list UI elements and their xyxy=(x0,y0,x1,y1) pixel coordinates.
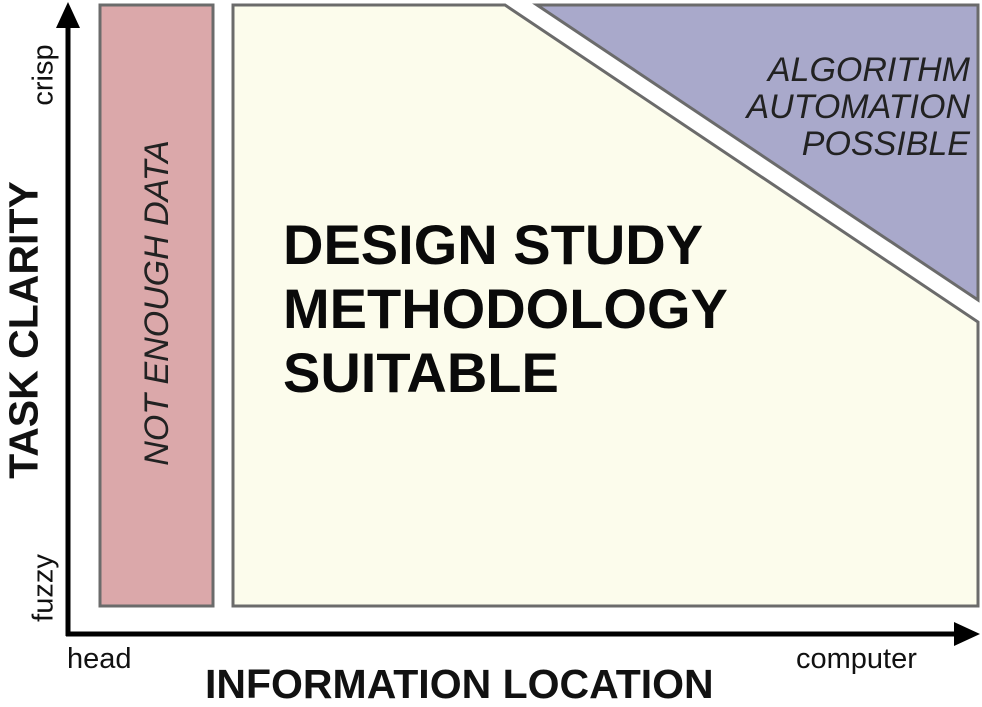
not-enough-data-label: NOT ENOUGH DATA xyxy=(138,140,176,466)
x-axis-arrowhead xyxy=(954,622,980,646)
algorithm-line-1: ALGORITHM xyxy=(767,51,970,89)
design-study-label: DESIGN STUDY METHODOLOGY SUITABLE xyxy=(283,213,728,405)
x-axis-title: INFORMATION LOCATION xyxy=(205,661,714,707)
design-study-line-3: SUITABLE xyxy=(283,341,559,404)
design-study-region xyxy=(231,3,980,608)
y-axis-low-label: fuzzy xyxy=(27,554,60,622)
y-axis-high-label: crisp xyxy=(27,44,60,106)
design-study-line-1: DESIGN STUDY xyxy=(283,213,704,276)
x-axis-high-label: computer xyxy=(796,643,917,675)
not-enough-data-region xyxy=(98,3,215,608)
x-axis-low-label: head xyxy=(67,643,132,675)
algorithm-automation-label: ALGORITHM AUTOMATION POSSIBLE xyxy=(746,52,970,163)
y-axis-title: TASK CLARITY xyxy=(0,181,47,479)
design-study-line-2: METHODOLOGY xyxy=(283,277,728,340)
algorithm-line-3: POSSIBLE xyxy=(801,125,970,163)
algorithm-line-2: AUTOMATION xyxy=(746,88,970,126)
algorithm-automation-region xyxy=(532,3,980,303)
y-axis-arrowhead xyxy=(56,2,80,28)
